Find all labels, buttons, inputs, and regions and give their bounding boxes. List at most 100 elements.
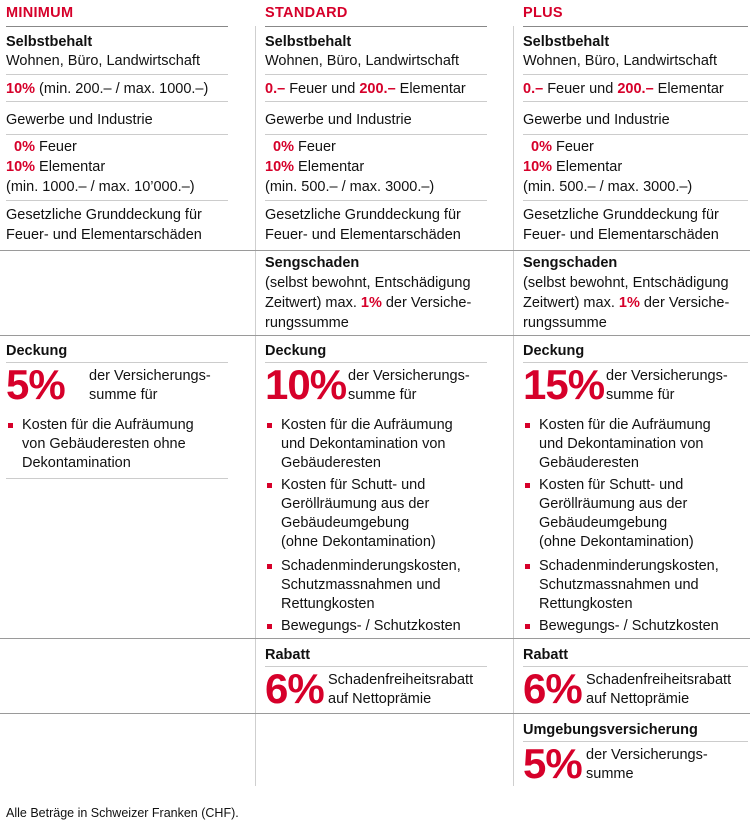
rabatt-percent: 6% [523, 665, 583, 712]
umgebung-percent: 5% [523, 740, 583, 787]
rabatt-percent: 6% [265, 665, 325, 712]
rabatt-text-1: Schadenfreiheitsrabatt [586, 672, 732, 688]
divider [6, 101, 228, 102]
umgebung-text-1: der Versicherungs- [586, 747, 708, 763]
sengschaden-line-1: (selbst bewohnt, Entschädigung [523, 275, 729, 291]
column-header: PLUS [523, 5, 563, 21]
bullet-marker [525, 624, 530, 629]
rabatt-text-1: Schadenfreiheitsrabatt [328, 672, 474, 688]
deckung-percent: 10% [265, 361, 347, 408]
section-separator [0, 335, 750, 336]
gewerbe-label: Gewerbe und Industrie [265, 112, 412, 128]
divider [265, 362, 487, 363]
deckung-text-1: der Versicherungs- [348, 368, 470, 384]
list-item: Kosten für Schutt- und Geröllräumung aus … [265, 476, 436, 552]
selbstbehalt-title: Selbstbehalt [523, 34, 610, 50]
rabatt-title: Rabatt [265, 647, 311, 663]
sengschaden-line-2: Zeitwert) max. 1% der Versiche- [265, 295, 472, 311]
feuer-line: 0% Feuer [14, 139, 77, 155]
column-divider [255, 26, 256, 786]
list-item: Schadenminderungskosten, Schutzmassnahmen… [265, 557, 461, 614]
header-rule [523, 26, 748, 27]
gewerbe-label: Gewerbe und Industrie [523, 112, 670, 128]
selbstbehalt-subtitle: Wohnen, Büro, Landwirtschaft [523, 53, 717, 69]
header-rule [6, 26, 228, 27]
rabatt-text-2: auf Nettoprämie [328, 691, 432, 707]
deckung-percent: 5% [6, 361, 66, 408]
divider [523, 666, 748, 667]
list-item: Kosten für die Aufräumung und Dekontamina… [523, 416, 711, 473]
selbstbehalt-line: 10% (min. 200.– / max. 1000.–) [6, 81, 209, 97]
column-header: MINIMUM [6, 5, 74, 21]
deckung-text-1: der Versicherungs- [606, 368, 728, 384]
section-separator [0, 713, 750, 714]
divider [523, 741, 748, 742]
divider [523, 101, 748, 102]
divider [523, 200, 748, 201]
divider [265, 74, 487, 75]
selbstbehalt-line: 0.– Feuer und 200.– Elementar [523, 81, 724, 97]
list-item: Bewegungs- / Schutzkosten [265, 617, 461, 636]
sengschaden-title: Sengschaden [523, 255, 618, 271]
column-divider [513, 26, 514, 786]
divider [265, 200, 487, 201]
umgebung-title: Umgebungsversicherung [523, 722, 698, 738]
section-separator [0, 638, 750, 639]
sengschaden-line-3: rungssumme [523, 315, 607, 331]
rabatt-text-2: auf Nettoprämie [586, 691, 690, 707]
sengschaden-title: Sengschaden [265, 255, 360, 271]
elementar-line: 10% Elementar [6, 159, 106, 175]
bullet-marker [267, 483, 272, 488]
bullet-marker [525, 564, 530, 569]
selbstbehalt-title: Selbstbehalt [6, 34, 93, 50]
divider [265, 666, 487, 667]
bullet-marker [267, 423, 272, 428]
elementar-line: 10% Elementar [523, 159, 623, 175]
rabatt-title: Rabatt [523, 647, 569, 663]
elementar-line: 10% Elementar [265, 159, 365, 175]
feuer-line: 0% Feuer [273, 139, 336, 155]
divider [265, 134, 487, 135]
selbstbehalt-subtitle: Wohnen, Büro, Landwirtschaft [265, 53, 459, 69]
sengschaden-line-2: Zeitwert) max. 1% der Versiche- [523, 295, 730, 311]
gesetz-line-2: Feuer- und Elementarschäden [265, 227, 461, 243]
selbstbehalt-line: 0.– Feuer und 200.– Elementar [265, 81, 466, 97]
list-item: Kosten für die Aufräumung von Gebäuderest… [6, 416, 194, 473]
bullet-marker [525, 423, 530, 428]
bullet-marker [267, 624, 272, 629]
deckung-text-2: summe für [348, 387, 417, 403]
gewerbe-label: Gewerbe und Industrie [6, 112, 153, 128]
sengschaden-line-3: rungssumme [265, 315, 349, 331]
footer-note: Alle Beträge in Schweizer Franken (CHF). [6, 806, 239, 820]
divider [6, 362, 228, 363]
divider [523, 362, 748, 363]
divider [6, 74, 228, 75]
divider [523, 134, 748, 135]
feuer-line: 0% Feuer [531, 139, 594, 155]
header-rule [265, 26, 487, 27]
deckung-title: Deckung [523, 343, 585, 359]
divider [265, 101, 487, 102]
column-header: STANDARD [265, 5, 348, 21]
divider [6, 200, 228, 201]
list-item: Kosten für die Aufräumung und Dekontamina… [265, 416, 453, 473]
deckung-title: Deckung [6, 343, 68, 359]
minmax-line: (min. 1000.– / max. 10’000.–) [6, 179, 195, 195]
deckung-percent: 15% [523, 361, 605, 408]
deckung-title: Deckung [265, 343, 327, 359]
minmax-line: (min. 500.– / max. 3000.–) [523, 179, 693, 195]
gesetz-line-2: Feuer- und Elementarschäden [523, 227, 719, 243]
sengschaden-line-1: (selbst bewohnt, Entschädigung [265, 275, 471, 291]
bullet-marker [267, 564, 272, 569]
selbstbehalt-subtitle: Wohnen, Büro, Landwirtschaft [6, 53, 200, 69]
gesetz-line-1: Gesetzliche Grunddeckung für [523, 207, 719, 223]
gesetz-line-2: Feuer- und Elementarschäden [6, 227, 202, 243]
selbstbehalt-title: Selbstbehalt [265, 34, 352, 50]
divider [6, 134, 228, 135]
deckung-text-2: summe für [89, 387, 158, 403]
gesetz-line-1: Gesetzliche Grunddeckung für [6, 207, 202, 223]
list-item: Bewegungs- / Schutzkosten [523, 617, 719, 636]
bullet-marker [8, 423, 13, 428]
deckung-text-1: der Versicherungs- [89, 368, 211, 384]
divider [6, 478, 228, 479]
